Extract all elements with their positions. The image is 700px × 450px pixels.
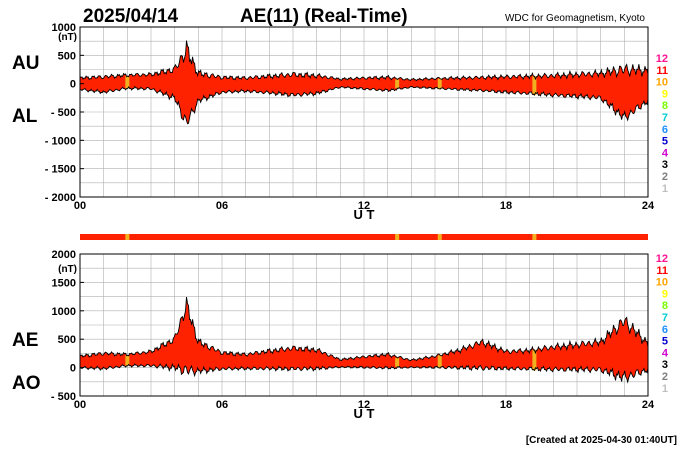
y-tick-label: 500 — [58, 50, 76, 62]
x-tick-label: 06 — [216, 399, 228, 411]
series-line-al — [79, 85, 649, 125]
bottom-panel-x-axis-label: U T — [354, 406, 375, 421]
station-change-stripe — [532, 76, 537, 96]
station-count-legend-item: 9 — [662, 88, 668, 100]
y-tick-label: 2000 — [52, 249, 76, 261]
station-change-stripe — [395, 79, 400, 89]
y-tick-label: 1500 — [52, 277, 76, 289]
y-tick-label: - 500 — [51, 107, 76, 119]
bottom-panel-series — [79, 296, 649, 384]
station-change-stripe — [125, 355, 130, 366]
y-tick-label: - 2000 — [45, 192, 76, 204]
x-tick-label: 24 — [642, 399, 655, 411]
y-tick-label: 1000 — [52, 22, 76, 34]
station-count-legend-item: 3 — [662, 359, 668, 371]
station-count-legend-item: 7 — [662, 312, 668, 324]
y-tick-label: - 500 — [51, 391, 76, 403]
top-panel-series — [79, 40, 649, 125]
y-tick-label: 1000 — [52, 306, 76, 318]
station-count-legend-item: 6 — [662, 124, 668, 136]
top-panel-unit: (nT) — [58, 32, 77, 43]
station-count-legend-item: 12 — [656, 53, 668, 65]
band-area — [80, 40, 648, 124]
top-panel-x-ticks: 00 06 12 18 24 — [74, 200, 655, 212]
created-timestamp: [Created at 2025-04-30 01:40UT] — [526, 435, 677, 446]
station-change-stripe — [437, 355, 442, 369]
coverage-bar-stripe — [437, 234, 442, 240]
station-count-legend-item: 12 — [656, 253, 668, 265]
station-change-stripe — [395, 357, 400, 367]
coverage-bar-fill — [80, 234, 648, 240]
y-tick-label: 500 — [58, 334, 76, 346]
chart-title: AE(11) (Real-Time) — [240, 6, 408, 27]
station-count-legend-item: 7 — [662, 112, 668, 124]
top-panel-grid — [80, 27, 648, 197]
station-count-legend-item: 9 — [662, 288, 668, 300]
y-tick-label: 0 — [70, 79, 76, 91]
top-panel-label-au: AU — [12, 53, 39, 74]
series-line-ae — [79, 296, 649, 362]
band-area — [80, 297, 648, 382]
x-tick-label: 24 — [642, 200, 655, 212]
x-tick-label: 00 — [74, 200, 86, 212]
bottom-panel-unit: (nT) — [58, 264, 77, 275]
series-line-au — [79, 40, 649, 82]
station-change-stripe — [532, 349, 537, 371]
coverage-bar-stripe — [395, 234, 400, 240]
top-panel-label-al: AL — [12, 106, 38, 127]
station-coverage-bar — [80, 234, 648, 240]
x-tick-label: 12 — [358, 200, 370, 212]
x-tick-label: 12 — [358, 399, 370, 411]
x-tick-label: 06 — [216, 200, 228, 212]
bottom-panel-frame — [79, 253, 649, 397]
station-count-legend-item: 10 — [656, 77, 668, 89]
station-count-legend-item: 11 — [656, 265, 668, 277]
chart-source: WDC for Geomagnetism, Kyoto — [505, 13, 645, 24]
bottom-panel-grid — [80, 254, 648, 396]
x-tick-label: 18 — [500, 200, 512, 212]
station-count-legend-item: 2 — [662, 371, 668, 383]
station-count-legend-item: 2 — [662, 171, 668, 183]
series-line-ao — [79, 362, 649, 384]
station-count-legend-item: 5 — [662, 136, 668, 148]
top-panel-x-axis-label: U T — [354, 207, 375, 222]
station-count-legend-item: 3 — [662, 159, 668, 171]
station-count-legend-item: 10 — [656, 277, 668, 289]
station-count-legend-item: 1 — [662, 183, 668, 195]
station-count-legend-item: 4 — [662, 347, 669, 359]
station-change-stripe — [125, 76, 130, 89]
station-count-legend-item: 8 — [662, 300, 668, 312]
bottom-panel-x-ticks: 00 06 12 18 24 — [74, 399, 655, 411]
coverage-bar-stripe — [532, 234, 537, 240]
y-tick-label: - 1000 — [45, 135, 76, 147]
x-tick-label: 18 — [500, 399, 512, 411]
bottom-panel-label-ae: AE — [12, 330, 38, 351]
chart-date: 2025/04/14 — [83, 6, 179, 27]
y-tick-label: 0 — [70, 363, 76, 375]
y-tick-label: - 1500 — [45, 164, 76, 176]
top-panel-y-ticks: 1000 500 0 - 500 - 1000 - 1500 - 2000 — [45, 22, 84, 204]
station-count-legend-item: 6 — [662, 324, 668, 336]
station-change-stripe — [437, 78, 442, 90]
coverage-bar-stripe — [125, 234, 130, 240]
station-count-legend-item: 8 — [662, 100, 668, 112]
station-count-legend-item: 11 — [656, 65, 668, 77]
station-count-legend-item: 1 — [662, 383, 668, 395]
station-count-legend-item: 5 — [662, 336, 668, 348]
station-count-legend-item: 4 — [662, 147, 669, 159]
bottom-panel-label-ao: AO — [12, 373, 41, 394]
bottom-panel-y-ticks: 2000 1500 1000 500 0 - 500 — [51, 249, 84, 403]
x-tick-label: 00 — [74, 399, 86, 411]
